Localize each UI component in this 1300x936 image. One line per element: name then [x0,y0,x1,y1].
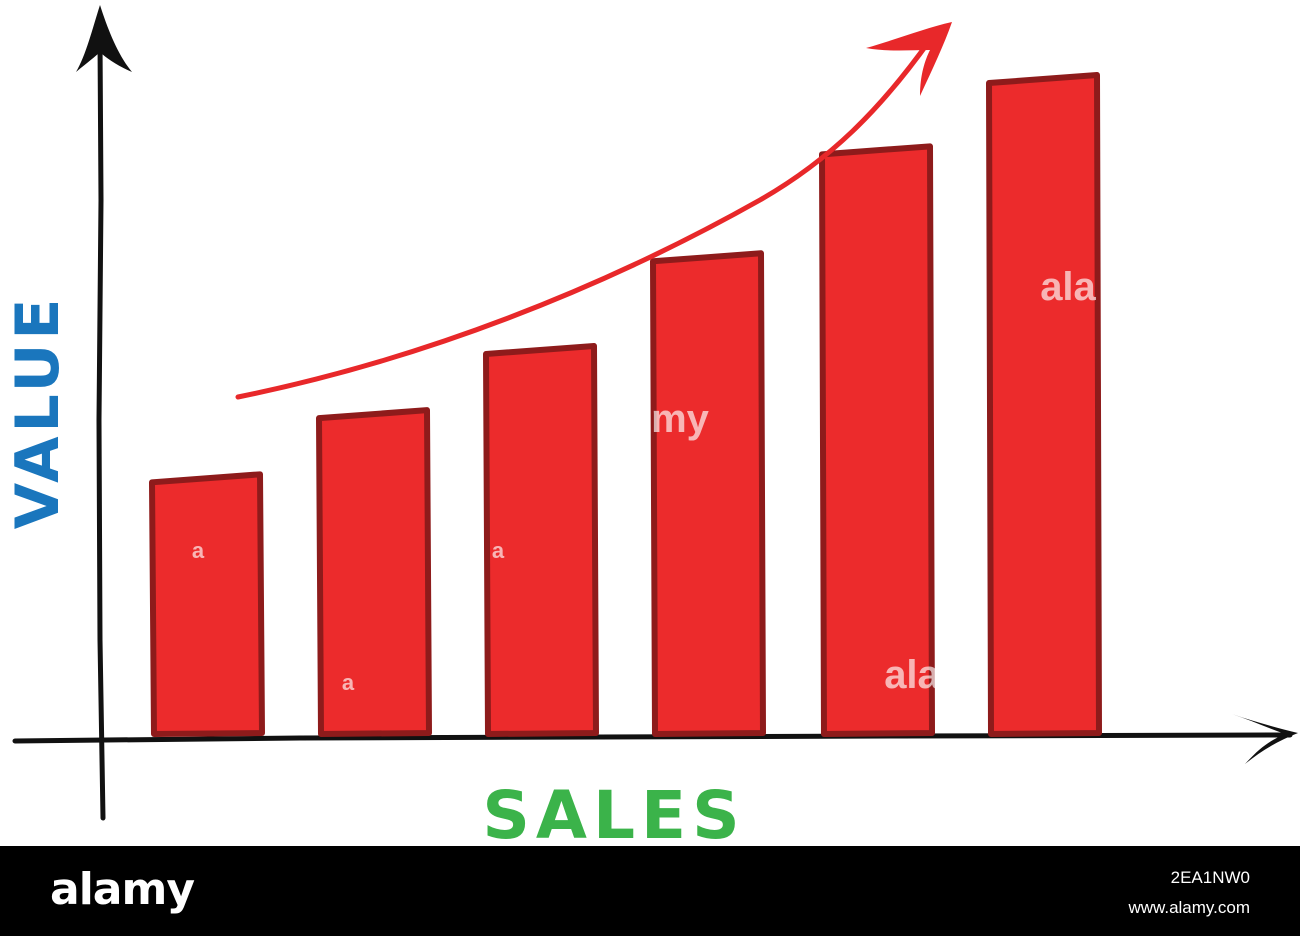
bar-3 [483,342,599,737]
trend-arrow-head-icon [866,22,952,96]
y-axis-arrow-icon [76,5,132,72]
y-axis-line [96,37,106,821]
trend-arrow [235,37,933,400]
x-axis-label: SALES [482,777,745,846]
watermark-text: a [192,538,205,563]
bars-group [149,72,1102,737]
watermark-text: my [651,397,710,441]
watermark-text: a [492,538,505,563]
bar-6 [986,72,1102,737]
bar-5 [819,143,935,737]
footer-logo: alamy [50,864,195,915]
watermark-text: ala [884,653,940,697]
chart-area: a a a my ala ala SALES VALUE [3,5,1298,846]
bar-chart: a a a my ala ala SALES VALUE [3,5,1298,846]
footer-url: www.alamy.com [1128,898,1250,917]
y-axis-label: VALUE [3,295,73,530]
bar-4 [650,250,766,737]
footer-image-id: 2EA1NW0 [1170,868,1250,887]
x-axis-arrow-icon [1232,714,1298,764]
bar-2 [316,407,432,737]
watermark-text: ala [1040,265,1096,309]
bar-1 [149,471,265,737]
watermark-group: a a a my ala ala [192,265,1097,697]
watermark-text: a [342,670,355,695]
stock-footer-bar: alamy 2EA1NW0 www.alamy.com [0,846,1300,936]
